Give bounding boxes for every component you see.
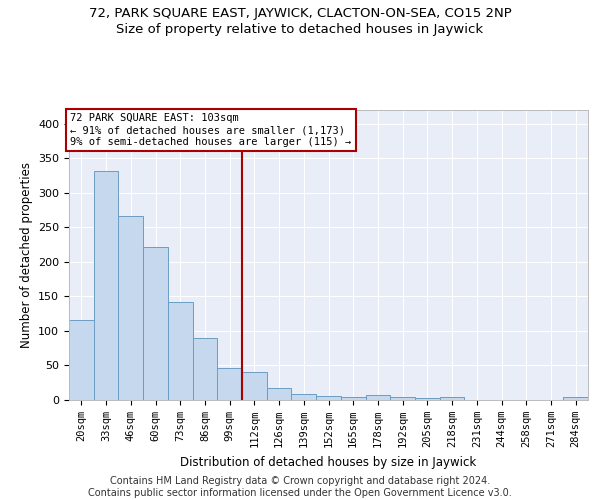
Bar [267, 388, 292, 400]
Text: 72 PARK SQUARE EAST: 103sqm
← 91% of detached houses are smaller (1,173)
9% of s: 72 PARK SQUARE EAST: 103sqm ← 91% of det… [70, 114, 352, 146]
Bar [390, 397, 415, 400]
Y-axis label: Number of detached properties: Number of detached properties [20, 162, 32, 348]
Bar [365, 395, 390, 400]
Bar [316, 396, 341, 400]
Bar [341, 396, 365, 400]
Bar [217, 368, 242, 400]
Bar [118, 216, 143, 400]
X-axis label: Distribution of detached houses by size in Jaywick: Distribution of detached houses by size … [181, 456, 476, 468]
Bar [242, 372, 267, 400]
Bar [69, 320, 94, 400]
Bar [143, 246, 168, 400]
Bar [440, 397, 464, 400]
Bar [168, 302, 193, 400]
Text: 72, PARK SQUARE EAST, JAYWICK, CLACTON-ON-SEA, CO15 2NP: 72, PARK SQUARE EAST, JAYWICK, CLACTON-O… [89, 8, 511, 20]
Bar [292, 394, 316, 400]
Text: Size of property relative to detached houses in Jaywick: Size of property relative to detached ho… [116, 22, 484, 36]
Bar [563, 396, 588, 400]
Bar [193, 338, 217, 400]
Text: Contains HM Land Registry data © Crown copyright and database right 2024.
Contai: Contains HM Land Registry data © Crown c… [88, 476, 512, 498]
Bar [415, 398, 440, 400]
Bar [94, 172, 118, 400]
